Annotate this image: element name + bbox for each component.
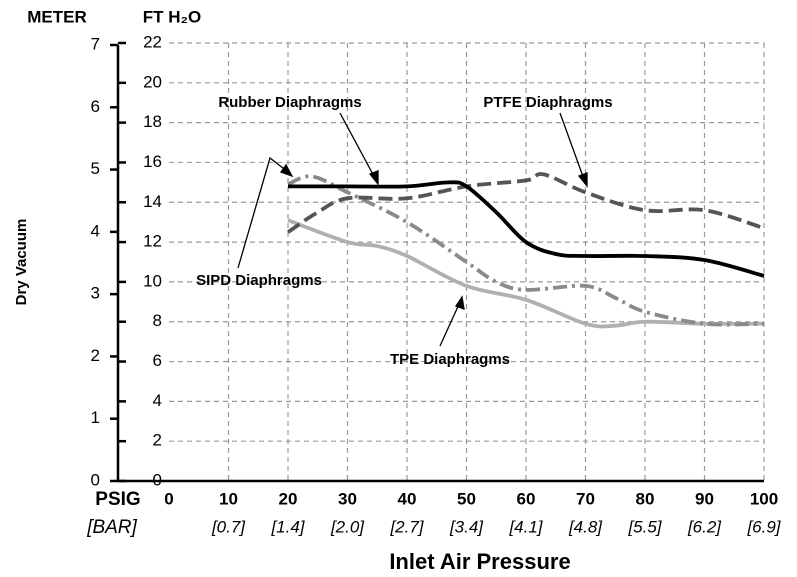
x2-tick-label: [4.1]: [508, 517, 543, 536]
series-line: [287, 174, 765, 327]
y-tick-label: 2: [153, 431, 162, 450]
annotation: TPE Diaphragms: [390, 351, 510, 368]
x-tick-label: 0: [164, 489, 173, 508]
arrowhead: [368, 170, 379, 186]
arrow: [439, 301, 461, 347]
x2-tick-label: [3.4]: [449, 517, 484, 536]
series-line: [287, 218, 765, 329]
y-tick-label: 10: [143, 271, 162, 290]
arrow: [237, 156, 289, 269]
y-tick-label: 8: [153, 311, 162, 330]
x2-tick-label: [0.7]: [211, 517, 246, 536]
y2-tick-label: 7: [91, 34, 100, 53]
series-line: [286, 172, 765, 234]
x2-tick-label: [2.7]: [389, 517, 424, 536]
bar-label: [BAR]: [86, 517, 137, 538]
meter-unit-label: METER: [27, 7, 87, 26]
arrowhead: [577, 172, 588, 188]
y2-tick-label: 6: [91, 97, 100, 116]
y2-tick-label: 1: [91, 408, 100, 427]
x-tick-label: 40: [398, 489, 417, 508]
y2-tick-label: 2: [91, 346, 100, 365]
y2-tick-label: 5: [91, 159, 100, 178]
plot: 0246810121416182022012345670102030405060…: [91, 32, 782, 536]
annotation: SIPD Diaphragms: [196, 272, 322, 289]
y-tick-label: 6: [153, 351, 162, 370]
x2-tick-label: [6.9]: [746, 517, 781, 536]
y2-tick-label: 3: [91, 284, 100, 303]
series-line: [288, 180, 765, 278]
y-tick-label: 22: [143, 32, 162, 51]
x2-tick-label: [6.2]: [687, 517, 722, 536]
x-tick-label: 10: [219, 489, 238, 508]
ft-unit-label: FT H₂O: [143, 7, 202, 26]
x2-tick-label: [2.0]: [330, 517, 365, 536]
annotations: [237, 112, 588, 347]
x-tick-label: 20: [279, 489, 298, 508]
psig-label: PSIG: [95, 489, 140, 510]
x-axis-label: Inlet Air Pressure: [389, 549, 570, 574]
y-tick-label: 14: [143, 192, 162, 211]
x2-tick-label: [1.4]: [270, 517, 305, 536]
x-tick-label: 100: [750, 489, 778, 508]
y2-tick-label: 4: [91, 221, 100, 240]
arrow: [559, 112, 586, 183]
y-axis-label: Dry Vacuum: [13, 219, 30, 306]
x-tick-label: 90: [695, 489, 714, 508]
y-tick-label: 18: [143, 112, 162, 131]
arrowhead: [279, 163, 294, 178]
x2-tick-label: [5.5]: [627, 517, 662, 536]
y-tick-label: 20: [143, 72, 162, 91]
y-tick-label: 16: [143, 152, 162, 171]
annotation: Rubber Diaphragms: [218, 94, 361, 111]
y-tick-label: 12: [143, 232, 162, 251]
arrow: [339, 112, 377, 181]
x-tick-label: 50: [457, 489, 476, 508]
x-tick-label: 60: [517, 489, 536, 508]
arrowhead: [455, 295, 465, 311]
y-tick-label: 4: [153, 391, 162, 410]
x-tick-label: 80: [636, 489, 655, 508]
annotation: PTFE Diaphragms: [483, 94, 612, 111]
x-tick-label: 30: [338, 489, 357, 508]
x-tick-label: 70: [576, 489, 595, 508]
y2-tick-label: 0: [91, 470, 100, 489]
x2-tick-label: [4.8]: [568, 517, 603, 536]
